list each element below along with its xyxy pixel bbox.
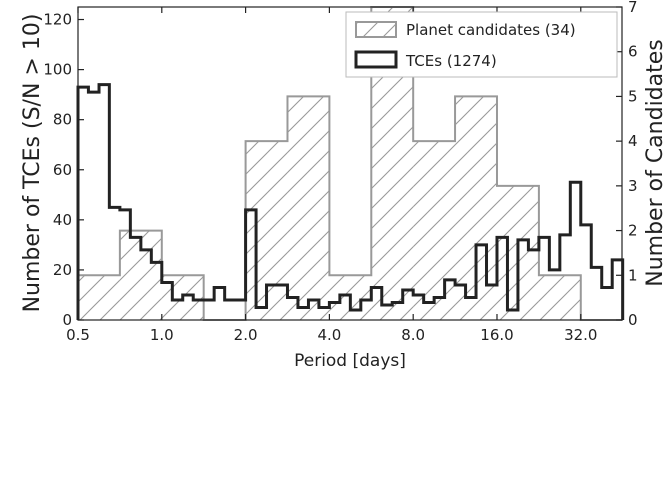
y-axis-left-title: Number of TCEs (S/N > 10) [20, 14, 45, 313]
legend-swatch-candidates [355, 21, 397, 38]
candidate-bar [538, 275, 581, 320]
candidates-series [77, 6, 623, 321]
x-axis-title: Period [days] [294, 351, 406, 371]
candidate-bar [413, 141, 456, 320]
y-right-tick-label: 1 [628, 266, 638, 284]
y-axis-right-title: Number of Candidates [643, 39, 665, 287]
tce-step-line [76, 83, 625, 320]
x-tick-label: 32.0 [564, 326, 597, 344]
y-right-tick-label: 3 [628, 177, 638, 195]
y-left-tick-label: 0 [62, 311, 72, 329]
y-axis-right: 0 1 2 3 4 5 6 7 [616, 0, 638, 329]
x-axis: 0.5 1.0 2.0 4.0 8.0 16.0 32.0 [66, 7, 597, 344]
y-left-tick-label: 40 [53, 211, 72, 229]
y-left-tick-label: 120 [43, 11, 72, 29]
legend-label-tces: TCEs (1274) [405, 52, 497, 70]
x-tick-label: 2.0 [234, 326, 258, 344]
legend: Planet candidates (34) TCEs (1274) [345, 11, 618, 78]
x-tick-label: 4.0 [317, 326, 341, 344]
y-left-tick-label: 100 [43, 61, 72, 79]
x-tick-label: 8.0 [401, 326, 425, 344]
plot-frame [77, 6, 623, 321]
candidate-bar [287, 96, 330, 320]
x-tick-label: 0.5 [66, 326, 90, 344]
y-left-tick-label: 60 [53, 161, 72, 179]
x-tick-label: 16.0 [480, 326, 513, 344]
y-left-tick-label: 20 [53, 261, 72, 279]
y-axis-left: 0 20 40 60 80 100 120 [43, 11, 84, 329]
y-left-tick-label: 80 [53, 111, 72, 129]
y-right-tick-label: 7 [628, 0, 638, 16]
legend-label-candidates: Planet candidates (34) [406, 21, 576, 39]
tce-series [76, 83, 625, 320]
y-right-tick-label: 5 [628, 87, 638, 105]
candidate-outline [77, 6, 623, 321]
y-right-tick-label: 2 [628, 222, 638, 240]
y-right-tick-label: 4 [628, 132, 638, 150]
candidate-bar [78, 275, 120, 320]
legend-swatch-tces [354, 50, 398, 69]
y-right-tick-label: 6 [628, 43, 638, 61]
y-right-tick-label: 0 [628, 311, 638, 329]
x-tick-label: 1.0 [150, 326, 174, 344]
